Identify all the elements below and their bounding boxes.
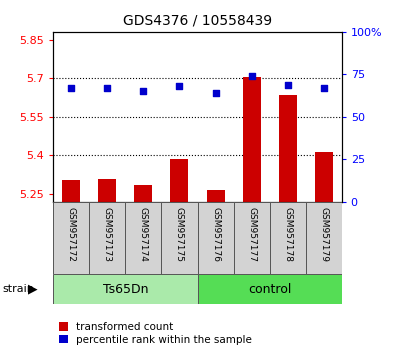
Text: control: control bbox=[248, 282, 291, 296]
Bar bbox=[53, 202, 89, 274]
Bar bbox=[171, 159, 188, 202]
Bar bbox=[98, 179, 117, 202]
Text: GSM957179: GSM957179 bbox=[319, 207, 328, 262]
Text: GSM957175: GSM957175 bbox=[175, 207, 184, 262]
Bar bbox=[53, 274, 198, 304]
Bar bbox=[126, 202, 162, 274]
Bar bbox=[306, 202, 342, 274]
Text: GSM957173: GSM957173 bbox=[103, 207, 112, 262]
Text: ▶: ▶ bbox=[28, 282, 38, 296]
Bar bbox=[162, 202, 198, 274]
Text: GSM957177: GSM957177 bbox=[247, 207, 256, 262]
Bar bbox=[278, 95, 297, 202]
Text: Ts65Dn: Ts65Dn bbox=[103, 282, 148, 296]
Point bbox=[140, 88, 147, 94]
Bar bbox=[134, 185, 152, 202]
Bar bbox=[62, 180, 80, 202]
Point bbox=[213, 90, 219, 96]
Point bbox=[104, 85, 111, 91]
Legend: transformed count, percentile rank within the sample: transformed count, percentile rank withi… bbox=[55, 318, 256, 349]
Point bbox=[320, 85, 327, 91]
Point bbox=[176, 84, 182, 89]
Title: GDS4376 / 10558439: GDS4376 / 10558439 bbox=[123, 14, 272, 28]
Bar bbox=[243, 77, 261, 202]
Text: GSM957176: GSM957176 bbox=[211, 207, 220, 262]
Bar bbox=[198, 274, 342, 304]
Text: GSM957178: GSM957178 bbox=[283, 207, 292, 262]
Bar bbox=[315, 152, 333, 202]
Text: GSM957172: GSM957172 bbox=[67, 207, 76, 262]
Text: strain: strain bbox=[2, 284, 34, 294]
Bar bbox=[198, 202, 233, 274]
Bar bbox=[207, 190, 224, 202]
Point bbox=[248, 73, 255, 79]
Bar bbox=[233, 202, 270, 274]
Bar bbox=[270, 202, 306, 274]
Bar bbox=[89, 202, 126, 274]
Point bbox=[284, 82, 291, 87]
Point bbox=[68, 85, 75, 91]
Text: GSM957174: GSM957174 bbox=[139, 207, 148, 262]
